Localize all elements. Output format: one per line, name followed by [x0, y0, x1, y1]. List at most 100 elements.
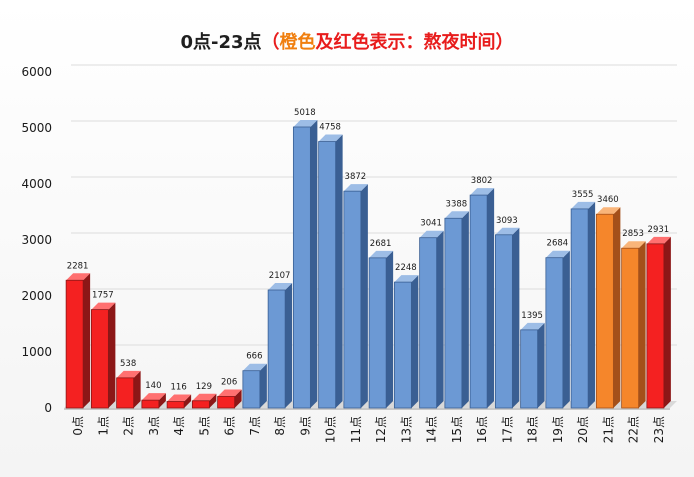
bar-side — [310, 119, 318, 408]
x-tick-label: 7点 — [248, 416, 262, 436]
data-label: 129 — [196, 382, 212, 392]
bar[interactable] — [393, 281, 412, 409]
x-tick-label: 18点 — [526, 416, 540, 443]
bar[interactable] — [65, 279, 84, 409]
bar[interactable] — [621, 247, 640, 409]
bar[interactable] — [318, 141, 337, 409]
bar-side — [335, 134, 343, 408]
chart-title: 0点-23点（橙色及红色表示：熬夜时间） — [0, 28, 694, 54]
bar[interactable] — [141, 399, 160, 409]
x-tick-label: 16点 — [475, 416, 489, 443]
bar-top — [217, 389, 242, 397]
bar[interactable] — [90, 309, 109, 409]
bar-side — [461, 211, 469, 408]
bar-side — [108, 302, 116, 408]
bar-top — [293, 119, 318, 127]
bar-side — [184, 394, 192, 408]
bar-top — [66, 273, 91, 281]
bar[interactable] — [191, 400, 210, 409]
bar-side — [537, 322, 545, 408]
data-label: 3555 — [572, 190, 594, 200]
bar-side — [360, 184, 368, 408]
x-tick-label: 8点 — [273, 416, 287, 436]
bar[interactable] — [242, 370, 261, 409]
data-label: 4758 — [319, 123, 341, 133]
bar-side — [158, 393, 166, 408]
bar[interactable] — [368, 257, 387, 409]
bar[interactable] — [444, 217, 463, 409]
bar-top — [646, 236, 671, 244]
bar-top — [520, 322, 545, 330]
bar[interactable] — [570, 208, 589, 409]
bar-side — [386, 250, 394, 408]
y-tick-label: 1000 — [21, 345, 52, 359]
bar-top — [545, 250, 570, 258]
data-label: 3802 — [471, 176, 493, 186]
bar-side — [512, 227, 520, 408]
x-tick-label: 12点 — [374, 416, 388, 443]
bar[interactable] — [343, 190, 362, 409]
bar-top — [470, 188, 495, 196]
bar-top — [596, 207, 621, 215]
chart-title-rest: 及红色表示：熬夜时间） — [315, 32, 514, 53]
x-tick-label: 21点 — [601, 416, 615, 443]
x-tick-label: 6点 — [223, 416, 237, 436]
bar[interactable] — [595, 213, 614, 409]
data-label: 2931 — [648, 225, 670, 235]
bar-top — [318, 134, 343, 142]
bar-top — [242, 363, 267, 371]
bar[interactable] — [545, 257, 564, 409]
bar-side — [638, 241, 646, 408]
bar[interactable] — [646, 243, 665, 409]
bar[interactable] — [292, 126, 311, 409]
bar-top — [343, 184, 368, 192]
x-tick-label: 23点 — [652, 416, 666, 443]
bar-side — [209, 393, 217, 408]
bar-top — [571, 201, 596, 209]
bar[interactable] — [419, 237, 438, 409]
x-tick-label: 15点 — [450, 416, 464, 443]
data-label: 2248 — [395, 263, 417, 273]
data-label: 2281 — [67, 261, 89, 271]
x-tick-label: 20点 — [576, 416, 590, 443]
bar-top — [268, 283, 293, 291]
bar-top — [495, 227, 520, 235]
y-tick-label: 2000 — [21, 289, 52, 303]
data-label: 206 — [221, 377, 237, 387]
bar[interactable] — [267, 289, 286, 409]
bar-top — [621, 241, 646, 249]
data-label: 5018 — [294, 108, 316, 118]
bar-side — [588, 201, 596, 408]
x-tick-label: 14点 — [425, 416, 439, 443]
bar-top — [444, 211, 469, 219]
bar[interactable] — [469, 194, 488, 409]
bar[interactable] — [494, 234, 513, 409]
x-tick-label: 10点 — [324, 416, 338, 443]
bar[interactable] — [217, 396, 236, 409]
data-label: 1395 — [521, 311, 543, 321]
data-label: 116 — [171, 383, 187, 393]
chart-title-highlight: 橙色 — [279, 32, 316, 53]
x-tick-label: 3点 — [147, 416, 161, 436]
bar[interactable] — [116, 377, 135, 409]
data-label: 2853 — [622, 229, 644, 239]
data-label: 2107 — [269, 271, 291, 281]
bar-side — [663, 236, 671, 408]
data-label: 3093 — [496, 216, 518, 226]
bar-top — [141, 393, 166, 401]
bar-side — [285, 283, 293, 408]
chart-title-annotation: （橙色及红色表示：熬夜时间） — [262, 32, 514, 53]
bar-side — [83, 273, 91, 408]
x-tick-label: 9点 — [298, 416, 312, 436]
data-label: 1757 — [92, 291, 114, 301]
x-tick-label: 17点 — [500, 416, 514, 443]
x-tick-label: 1点 — [96, 416, 110, 436]
bar-top — [419, 230, 444, 238]
bar-side — [133, 370, 141, 408]
bar-side — [613, 207, 621, 408]
bar[interactable] — [166, 401, 185, 409]
data-label: 538 — [120, 359, 136, 369]
bar[interactable] — [520, 329, 539, 409]
